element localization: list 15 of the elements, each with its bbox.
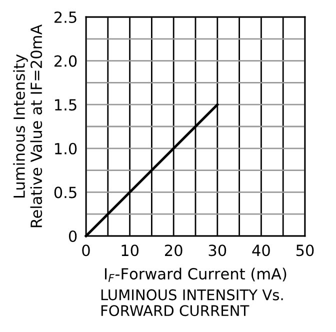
y-tick-label: 0.5: [54, 186, 76, 198]
y-tick-label: 0: [68, 230, 77, 242]
y-tick-label: 1.0: [55, 142, 77, 154]
x-tick-label: 40: [252, 244, 270, 256]
text: LUMINOUS INTENSITY Vs. FORWARD CURRENT: [101, 289, 283, 316]
x-tick-label: 20: [165, 244, 182, 256]
x-tick-label: 30: [208, 244, 226, 256]
y-tick-label: 2.0: [54, 55, 77, 67]
x-axis-title: I$_{F}$-Forward Current (mA): [105, 268, 286, 282]
y-tick-label: 1.5: [55, 99, 76, 111]
y-axis-title: Luminous Intensity Relative Value at IF=20mA: [13, 24, 42, 228]
x-tick-label: 10: [122, 244, 139, 256]
y-tick-label: 2.5: [54, 11, 76, 24]
x-tick-label: 0: [82, 244, 90, 256]
x-tick-label: 50: [296, 244, 314, 256]
